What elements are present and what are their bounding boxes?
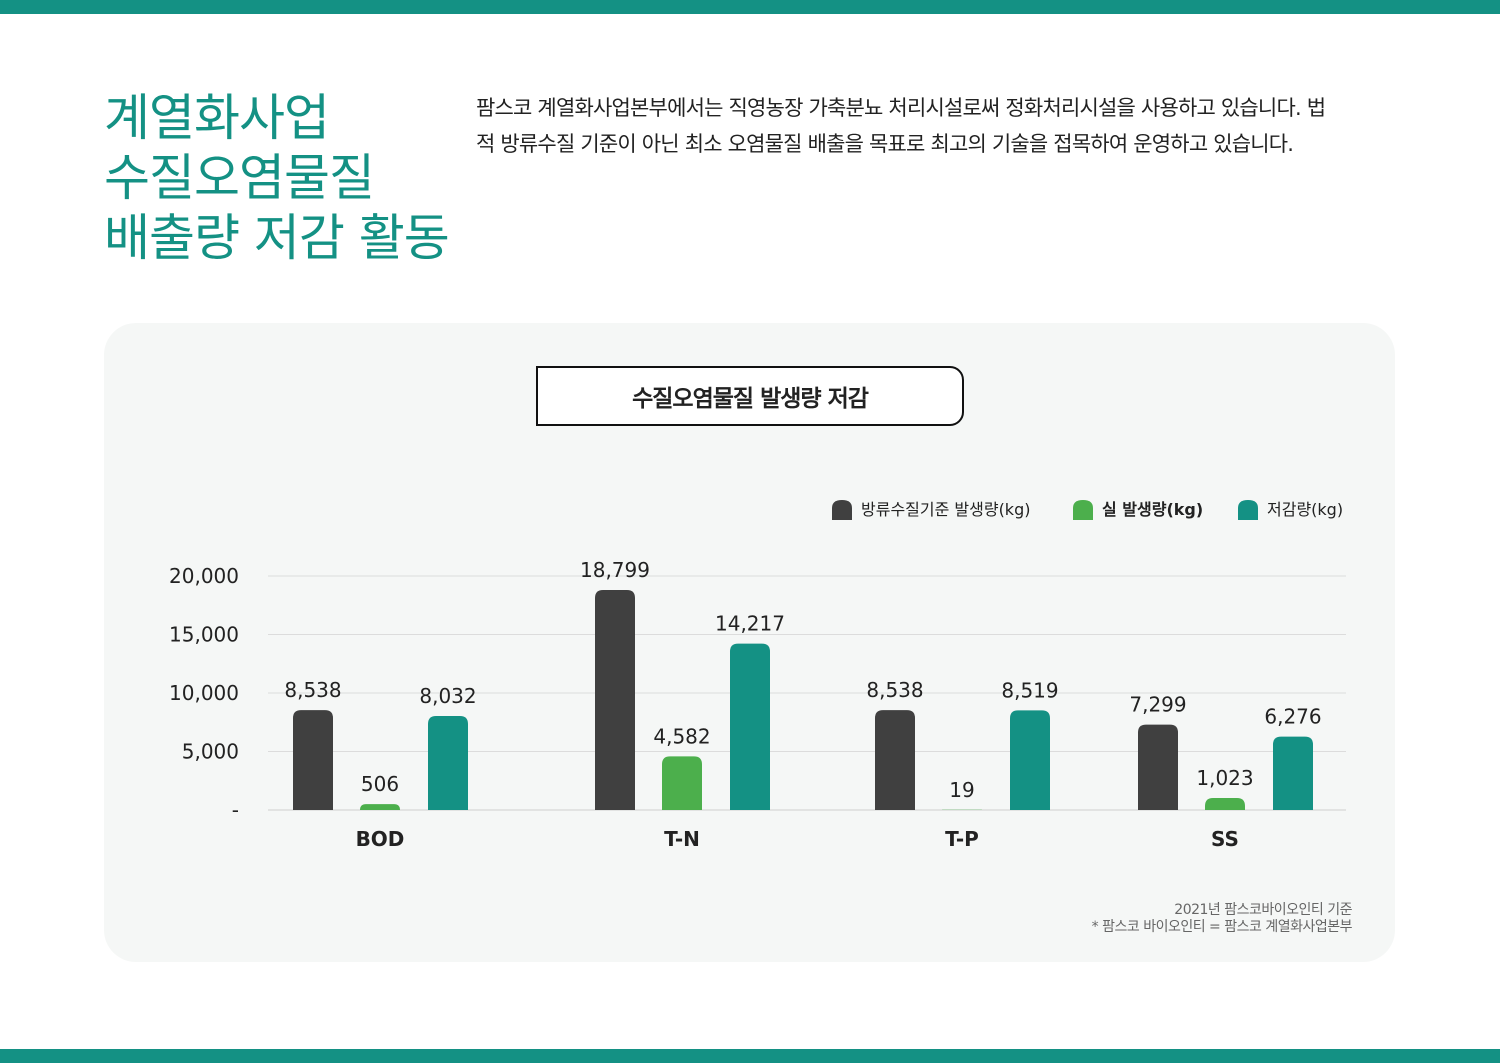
bar-bod-series-1 (293, 710, 333, 810)
heading-line-1: 계열화사업 (104, 89, 330, 147)
data-label: 7,299 (1129, 693, 1186, 717)
data-label: 8,538 (284, 678, 341, 702)
bar-t-p-series-1 (875, 710, 915, 810)
bar-bod-series-2 (360, 804, 400, 810)
legend-swatch (832, 500, 852, 520)
legend-swatch (1238, 500, 1258, 520)
top-accent-bar (0, 0, 1500, 14)
data-label: 8,519 (1001, 678, 1058, 702)
heading-line-2: 수질오염물질 (104, 149, 375, 207)
bar-t-n-series-2 (662, 756, 702, 810)
y-tick-label: 10,000 (169, 681, 239, 705)
data-label: 4,582 (653, 724, 710, 748)
y-tick-label: 20,000 (169, 564, 239, 588)
bar-ss-series-1 (1138, 724, 1178, 810)
data-label: 6,276 (1264, 705, 1321, 729)
footnote-line-1: 2021년 팜스코바이오인티 기준 (1174, 902, 1352, 918)
page-heading: 계열화사업 수질오염물질 배출량 저감 활동 (104, 88, 450, 268)
footnote-line-2: * 팜스코 바이오인티 = 팜스코 계열화사업본부 (1091, 919, 1353, 935)
legend-label: 저감량(kg) (1267, 500, 1343, 519)
x-tick-label: SS (1211, 827, 1239, 851)
data-label: 19 (949, 778, 974, 802)
data-label: 506 (361, 772, 399, 796)
bar-t-p-series-3 (1010, 710, 1050, 810)
chart-card (104, 323, 1395, 962)
bottom-accent-bar (0, 1049, 1500, 1063)
bar-t-n-series-1 (595, 590, 635, 810)
x-tick-label: BOD (356, 827, 405, 851)
bar-ss-series-3 (1273, 736, 1313, 810)
heading-line-3: 배출량 저감 활동 (104, 209, 450, 267)
legend-label: 방류수질기준 발생량(kg) (861, 500, 1030, 519)
legend-label: 실 발생량(kg) (1102, 500, 1203, 519)
bar-bod-series-3 (428, 716, 468, 810)
y-tick-label: - (232, 798, 239, 822)
data-label: 18,799 (580, 558, 650, 582)
chart-title: 수질오염물질 발생량 저감 (536, 366, 964, 426)
data-label: 14,217 (715, 612, 785, 636)
bar-ss-series-2 (1205, 798, 1245, 810)
legend-swatch (1073, 500, 1093, 520)
y-tick-label: 5,000 (182, 740, 239, 764)
x-tick-label: T-P (945, 827, 979, 851)
data-label: 1,023 (1196, 766, 1253, 790)
data-label: 8,032 (419, 684, 476, 708)
bar-t-n-series-3 (730, 643, 770, 810)
x-tick-label: T-N (664, 827, 700, 851)
footnote: 2021년 팜스코바이오인티 기준 * 팜스코 바이오인티 = 팜스코 계열화사… (1091, 902, 1353, 936)
data-label: 8,538 (866, 678, 923, 702)
y-tick-label: 15,000 (169, 623, 239, 647)
intro-paragraph: 팜스코 계열화사업본부에서는 직영농장 가축분뇨 처리시설로써 정화처리시설을 … (476, 96, 1326, 156)
